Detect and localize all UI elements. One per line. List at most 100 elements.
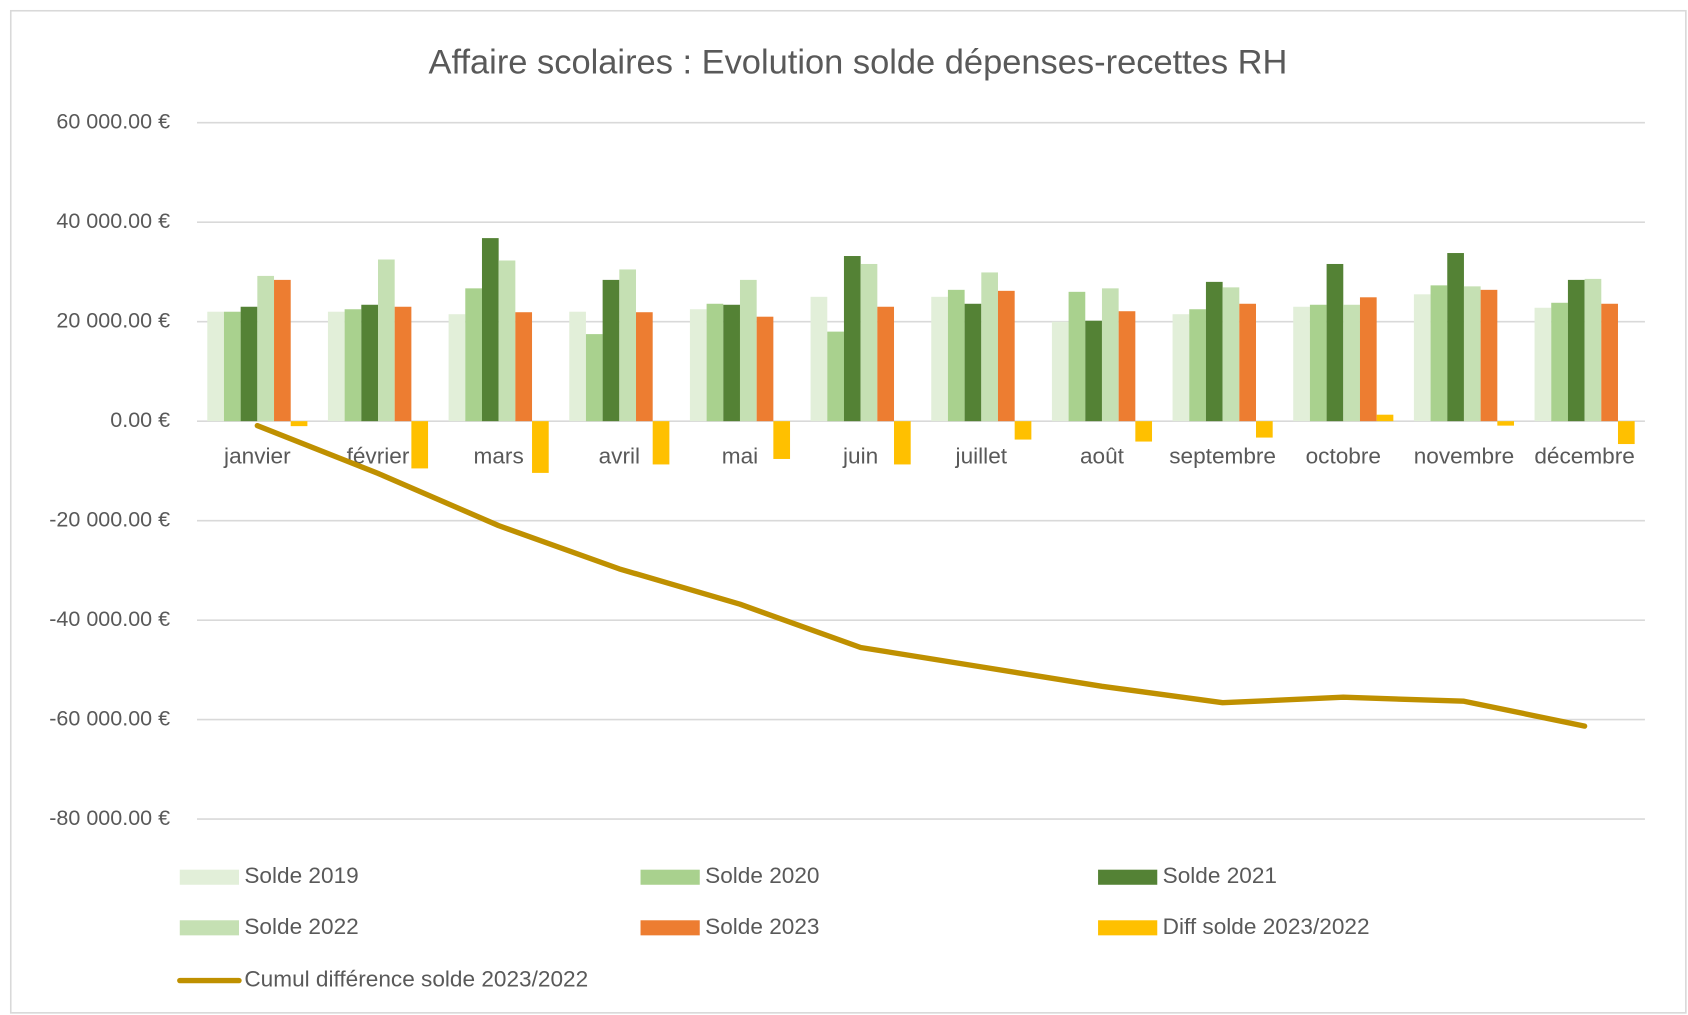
bar [411,421,429,469]
bar [257,275,275,422]
legend-label: Diff solde 2023/2022 [1163,914,1370,939]
bar [274,279,291,422]
bar [964,303,982,422]
bar [894,421,911,465]
bar [1135,421,1153,442]
y-tick-label: -40 000.00 € [49,607,170,631]
bar [377,259,395,422]
bar [1447,253,1464,422]
bar [1101,288,1119,422]
chart-frame [9,9,1687,1014]
bar [1567,279,1585,422]
y-tick-label: 60 000.00 € [56,109,170,133]
x-tick-label: avril [599,443,640,468]
legend-swatch [1098,920,1158,936]
bar [223,311,241,422]
legend-swatch [179,869,239,885]
bar [602,279,620,422]
legend-swatch [179,920,239,936]
bar [739,279,757,422]
chart-title: Affaire scolaires : Evolution solde dépe… [429,44,1288,82]
y-tick-label: -80 000.00 € [49,806,170,830]
bar [997,290,1015,422]
y-tick-label: 0.00 € [110,408,170,432]
bar [532,421,549,473]
bar [1118,311,1136,422]
y-tick-label: -60 000.00 € [49,706,170,730]
bar [1359,297,1377,422]
x-tick-label: juillet [955,443,1008,468]
bar [931,296,948,422]
bar [1617,421,1635,445]
bar [448,314,466,422]
bar [636,312,653,422]
bar [1255,421,1273,438]
bar [1014,421,1032,440]
bar [481,238,499,422]
bar [1293,306,1310,422]
legend-label: Solde 2023 [705,914,819,939]
bar [327,311,345,422]
bar [1497,421,1515,426]
x-tick-label: novembre [1414,443,1514,468]
y-tick-label: -20 000.00 € [49,507,170,531]
legend-swatch [1098,869,1158,885]
bar [394,306,412,422]
bar [1480,289,1498,422]
line-series [254,422,1588,729]
bar [344,309,362,422]
bar [1205,281,1223,422]
bar [843,256,861,422]
bar [515,312,533,422]
legend-swatch [640,920,700,936]
legend-label: Solde 2022 [244,914,358,939]
bar [1189,309,1206,422]
x-tick-label: janvier [223,443,291,468]
x-tick-label: juin [842,443,878,468]
bar [1239,303,1256,422]
bar [1326,263,1344,422]
bar [1085,320,1102,422]
legend-label: Cumul différence solde 2023/2022 [244,967,588,992]
legend-swatch [640,869,700,885]
x-tick-label: mai [722,443,758,468]
bar [860,263,878,422]
bar [498,260,516,422]
bar [1172,314,1190,422]
legend-label: Solde 2019 [244,863,358,888]
bar [619,269,637,422]
bar [1068,291,1086,422]
bar [689,309,707,422]
x-tick-label: août [1080,443,1125,468]
bar [1551,302,1568,422]
y-tick-label: 40 000.00 € [56,209,170,233]
bar [756,316,774,422]
bar [827,331,844,422]
bar [810,296,828,422]
x-tick-label: septembre [1169,443,1276,468]
bar [981,272,998,422]
bar [1463,286,1481,422]
bar [240,306,258,422]
y-tick-label: 20 000.00 € [56,308,170,332]
bar [1376,414,1394,422]
bar [947,289,965,422]
bar [207,311,224,422]
x-tick-label: décembre [1534,443,1634,468]
x-tick-label: mars [474,443,524,468]
bar [569,311,586,422]
bar [1584,278,1602,422]
bar [1601,303,1618,422]
bar [773,421,791,459]
bar [706,303,724,422]
bar [1413,294,1431,422]
bar [723,304,740,422]
bar [1222,287,1240,422]
bar [1309,304,1327,422]
bar [1051,321,1069,422]
bar [1534,307,1552,422]
bar [877,306,895,422]
x-tick-label: octobre [1306,443,1381,468]
bar [361,304,378,422]
